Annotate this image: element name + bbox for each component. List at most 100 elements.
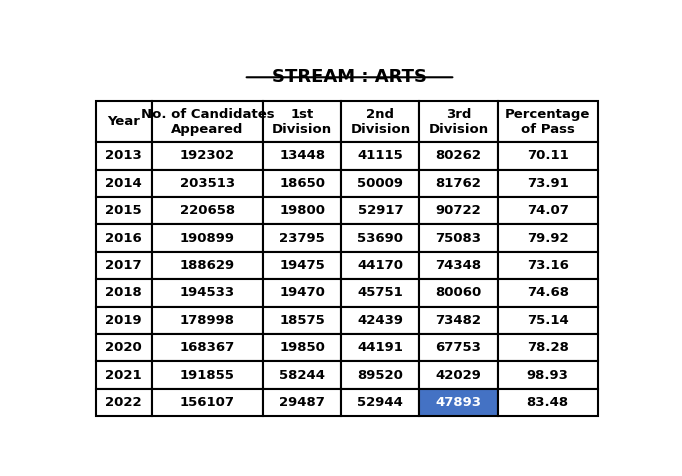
Bar: [151, 169, 263, 197]
Bar: [95, 389, 151, 416]
Text: Percentage
of Pass: Percentage of Pass: [505, 108, 591, 136]
Text: 45751: 45751: [357, 287, 403, 299]
Text: 83.48: 83.48: [527, 396, 569, 409]
Bar: [419, 334, 498, 361]
Text: 194533: 194533: [180, 287, 235, 299]
Bar: [151, 389, 263, 416]
Bar: [95, 169, 151, 197]
Text: 80060: 80060: [435, 287, 481, 299]
Bar: [151, 279, 263, 307]
Text: 90722: 90722: [436, 204, 481, 217]
Bar: [263, 142, 341, 169]
Bar: [263, 197, 341, 225]
Bar: [151, 252, 263, 279]
Bar: [498, 361, 598, 389]
Text: 2014: 2014: [105, 177, 142, 190]
Bar: [498, 307, 598, 334]
Bar: [263, 307, 341, 334]
Text: 52917: 52917: [357, 204, 403, 217]
Text: 42029: 42029: [436, 369, 481, 382]
Bar: [419, 169, 498, 197]
Text: Year: Year: [107, 115, 140, 128]
Text: 47893: 47893: [436, 396, 481, 409]
Bar: [498, 225, 598, 252]
Bar: [498, 279, 598, 307]
Text: 192302: 192302: [180, 149, 235, 162]
Bar: [498, 142, 598, 169]
Text: STREAM : ARTS: STREAM : ARTS: [272, 68, 427, 86]
Text: 18575: 18575: [280, 314, 325, 327]
Text: 78.28: 78.28: [527, 341, 569, 354]
Bar: [419, 361, 498, 389]
Bar: [498, 101, 598, 142]
Bar: [341, 307, 419, 334]
Bar: [263, 334, 341, 361]
Bar: [95, 361, 151, 389]
Text: 81762: 81762: [436, 177, 481, 190]
Bar: [419, 142, 498, 169]
Text: 80262: 80262: [436, 149, 481, 162]
Text: 19800: 19800: [279, 204, 325, 217]
Bar: [151, 142, 263, 169]
Text: 203513: 203513: [180, 177, 235, 190]
Bar: [419, 279, 498, 307]
Bar: [151, 307, 263, 334]
Text: 52944: 52944: [357, 396, 403, 409]
Text: 18650: 18650: [279, 177, 325, 190]
Bar: [263, 169, 341, 197]
Bar: [341, 169, 419, 197]
Bar: [95, 225, 151, 252]
Text: 190899: 190899: [180, 232, 235, 245]
Text: 2013: 2013: [105, 149, 142, 162]
Bar: [263, 252, 341, 279]
Bar: [341, 101, 419, 142]
Text: 42439: 42439: [357, 314, 403, 327]
Text: 188629: 188629: [180, 259, 235, 272]
Bar: [419, 101, 498, 142]
Bar: [498, 197, 598, 225]
Bar: [341, 142, 419, 169]
Text: 13448: 13448: [279, 149, 325, 162]
Bar: [95, 334, 151, 361]
Bar: [341, 252, 419, 279]
Bar: [341, 361, 419, 389]
Bar: [498, 169, 598, 197]
Bar: [263, 279, 341, 307]
Bar: [151, 361, 263, 389]
Bar: [263, 389, 341, 416]
Text: 75.14: 75.14: [527, 314, 569, 327]
Text: 2017: 2017: [106, 259, 142, 272]
Text: 58244: 58244: [279, 369, 325, 382]
Bar: [151, 334, 263, 361]
Text: 1st
Division: 1st Division: [272, 108, 332, 136]
Text: No. of Candidates
Appeared: No. of Candidates Appeared: [140, 108, 274, 136]
Text: 73.91: 73.91: [527, 177, 569, 190]
Bar: [341, 389, 419, 416]
Text: 73.16: 73.16: [527, 259, 569, 272]
Text: 67753: 67753: [436, 341, 481, 354]
Text: 2015: 2015: [106, 204, 142, 217]
Bar: [151, 101, 263, 142]
Text: 2016: 2016: [105, 232, 142, 245]
Bar: [95, 101, 151, 142]
Text: 53690: 53690: [357, 232, 403, 245]
Text: 79.92: 79.92: [527, 232, 569, 245]
Bar: [419, 307, 498, 334]
Bar: [419, 197, 498, 225]
Bar: [95, 252, 151, 279]
Bar: [341, 197, 419, 225]
Bar: [419, 225, 498, 252]
Text: 23795: 23795: [280, 232, 325, 245]
Text: 89520: 89520: [357, 369, 403, 382]
Bar: [151, 197, 263, 225]
Text: 19475: 19475: [280, 259, 325, 272]
Bar: [151, 225, 263, 252]
Text: 98.93: 98.93: [527, 369, 569, 382]
Text: 75083: 75083: [436, 232, 481, 245]
Text: 220658: 220658: [180, 204, 235, 217]
Text: 2nd
Division: 2nd Division: [351, 108, 411, 136]
Bar: [95, 197, 151, 225]
Text: 191855: 191855: [180, 369, 235, 382]
Text: 41115: 41115: [357, 149, 403, 162]
Bar: [95, 307, 151, 334]
